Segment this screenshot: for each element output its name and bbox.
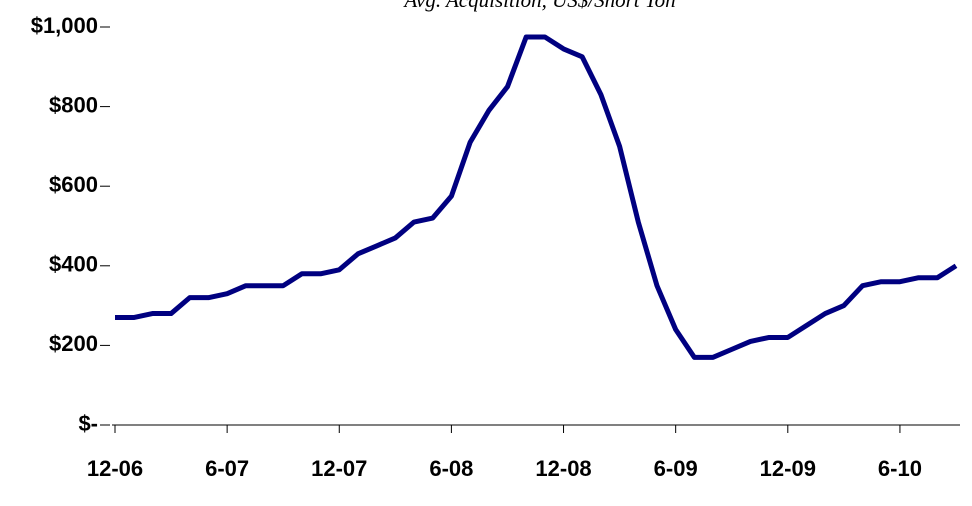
x-tick-label: 12-08	[535, 456, 591, 481]
x-tick-label: 6-09	[654, 456, 698, 481]
y-tick-label: $600	[49, 172, 98, 197]
line-series	[115, 34, 958, 360]
y-tick-label: $-	[78, 411, 98, 436]
x-tick-label: 12-06	[87, 456, 143, 481]
y-tick-label: $800	[49, 92, 98, 117]
chart-title: Avg. Acquisition, US$/Short Ton	[402, 0, 675, 12]
x-tick-label: 6-08	[429, 456, 473, 481]
y-tick-label: $400	[49, 252, 98, 277]
x-tick-label: 12-09	[760, 456, 816, 481]
y-tick-label: $200	[49, 331, 98, 356]
x-tick-label: 12-07	[311, 456, 367, 481]
x-tick-label: 6-10	[878, 456, 922, 481]
y-tick-label: $1,000	[31, 13, 98, 38]
x-tick-label: 6-07	[205, 456, 249, 481]
